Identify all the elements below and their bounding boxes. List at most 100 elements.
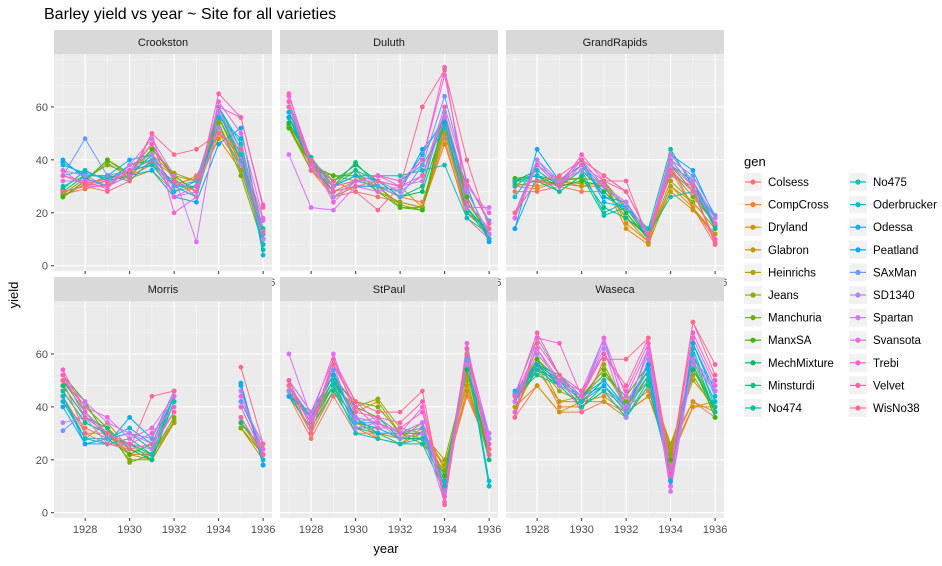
data-point	[216, 120, 222, 126]
legend-key-point	[855, 247, 861, 253]
data-point	[601, 178, 607, 184]
series-line-wisno38	[288, 68, 490, 229]
data-point	[149, 441, 155, 447]
data-point	[149, 162, 155, 168]
data-point	[149, 425, 155, 431]
data-point	[442, 468, 447, 473]
data-point	[579, 388, 584, 394]
x-tick-label: 1934	[206, 524, 230, 536]
data-point	[486, 457, 492, 463]
legend-key-point	[750, 360, 756, 366]
data-point	[238, 380, 244, 386]
data-point	[668, 468, 673, 473]
legend-label: ManxSA	[768, 335, 812, 347]
data-point	[646, 236, 651, 242]
data-point	[646, 231, 651, 237]
data-point	[464, 372, 470, 378]
legend-key-point	[750, 405, 756, 411]
data-point	[601, 393, 607, 399]
legend-key-point	[855, 382, 861, 388]
x-tick-label: 1928	[299, 524, 323, 536]
data-point	[216, 141, 222, 147]
data-point	[690, 199, 696, 205]
data-point	[512, 409, 518, 415]
data-point	[601, 367, 607, 373]
data-point	[171, 173, 177, 179]
y-tick-label: 0	[42, 508, 48, 520]
facet-strip-label: Duluth	[373, 37, 405, 49]
data-point	[534, 351, 540, 357]
series-line-saxman	[288, 94, 490, 221]
data-point	[420, 189, 425, 195]
series-line-velvet	[288, 101, 490, 224]
data-point	[646, 393, 651, 399]
data-point	[260, 242, 266, 247]
legend-item-mechmixture: MechMixture	[744, 353, 834, 372]
data-point	[375, 189, 381, 195]
x-tick-label: 1936	[477, 524, 501, 536]
series-line-wisno38	[288, 353, 490, 505]
legend-item-sd1340: SD1340	[849, 286, 915, 304]
facet-panels: Crookston 0 20 40 60 1928 1930 1932 1934 1936 Dulu…	[36, 30, 727, 536]
data-point	[668, 146, 673, 152]
data-point	[442, 136, 447, 142]
data-point	[646, 335, 651, 341]
data-point	[60, 178, 66, 184]
data-point	[127, 178, 132, 184]
data-point	[690, 372, 696, 378]
data-point	[238, 146, 244, 152]
data-point	[331, 194, 336, 200]
legend-item-manchuria: Manchuria	[744, 308, 822, 327]
data-point	[420, 409, 425, 415]
data-point	[579, 168, 584, 173]
data-point	[149, 141, 155, 147]
data-point	[464, 189, 470, 195]
data-point	[149, 446, 155, 452]
data-point	[557, 189, 562, 195]
data-point	[127, 173, 132, 179]
data-point	[601, 205, 607, 210]
data-point	[420, 420, 425, 426]
data-point	[331, 178, 336, 184]
facet-strip-label: Waseca	[595, 284, 635, 296]
data-point	[194, 183, 199, 189]
facet-strip	[54, 277, 272, 301]
data-point	[712, 404, 718, 410]
data-point	[82, 173, 88, 179]
data-point	[149, 146, 155, 152]
data-point	[442, 483, 447, 489]
data-point	[216, 125, 222, 131]
series-line-velvet	[62, 92, 264, 208]
data-point	[668, 483, 673, 489]
x-tick-label: 1936	[703, 524, 727, 536]
series-line-wisno38	[62, 367, 264, 450]
facet-strip	[280, 30, 498, 54]
data-point	[260, 457, 266, 463]
data-point	[127, 441, 132, 447]
data-point	[375, 425, 381, 431]
data-point	[353, 168, 358, 173]
data-point	[579, 173, 584, 179]
data-point	[442, 125, 447, 131]
legend-item-colsess: Colsess	[744, 173, 809, 191]
legend-key-point	[855, 179, 861, 185]
data-point	[712, 372, 718, 378]
data-point	[171, 178, 177, 184]
legend-label: Peatland	[873, 245, 918, 257]
data-point	[238, 415, 244, 420]
series-line-wisno38	[514, 159, 716, 245]
legend-item-saxman: SAxMan	[849, 263, 916, 282]
data-point	[260, 205, 266, 210]
data-point	[464, 157, 470, 163]
legend-label: No474	[768, 403, 802, 415]
data-point	[557, 399, 562, 404]
data-point	[512, 393, 518, 399]
data-point	[171, 393, 177, 399]
data-point	[238, 420, 244, 426]
data-point	[105, 436, 110, 441]
data-point	[601, 362, 607, 367]
data-point	[623, 404, 629, 410]
y-tick-label: 40	[36, 402, 48, 414]
legend-key-point	[855, 202, 861, 208]
data-point	[308, 157, 314, 163]
